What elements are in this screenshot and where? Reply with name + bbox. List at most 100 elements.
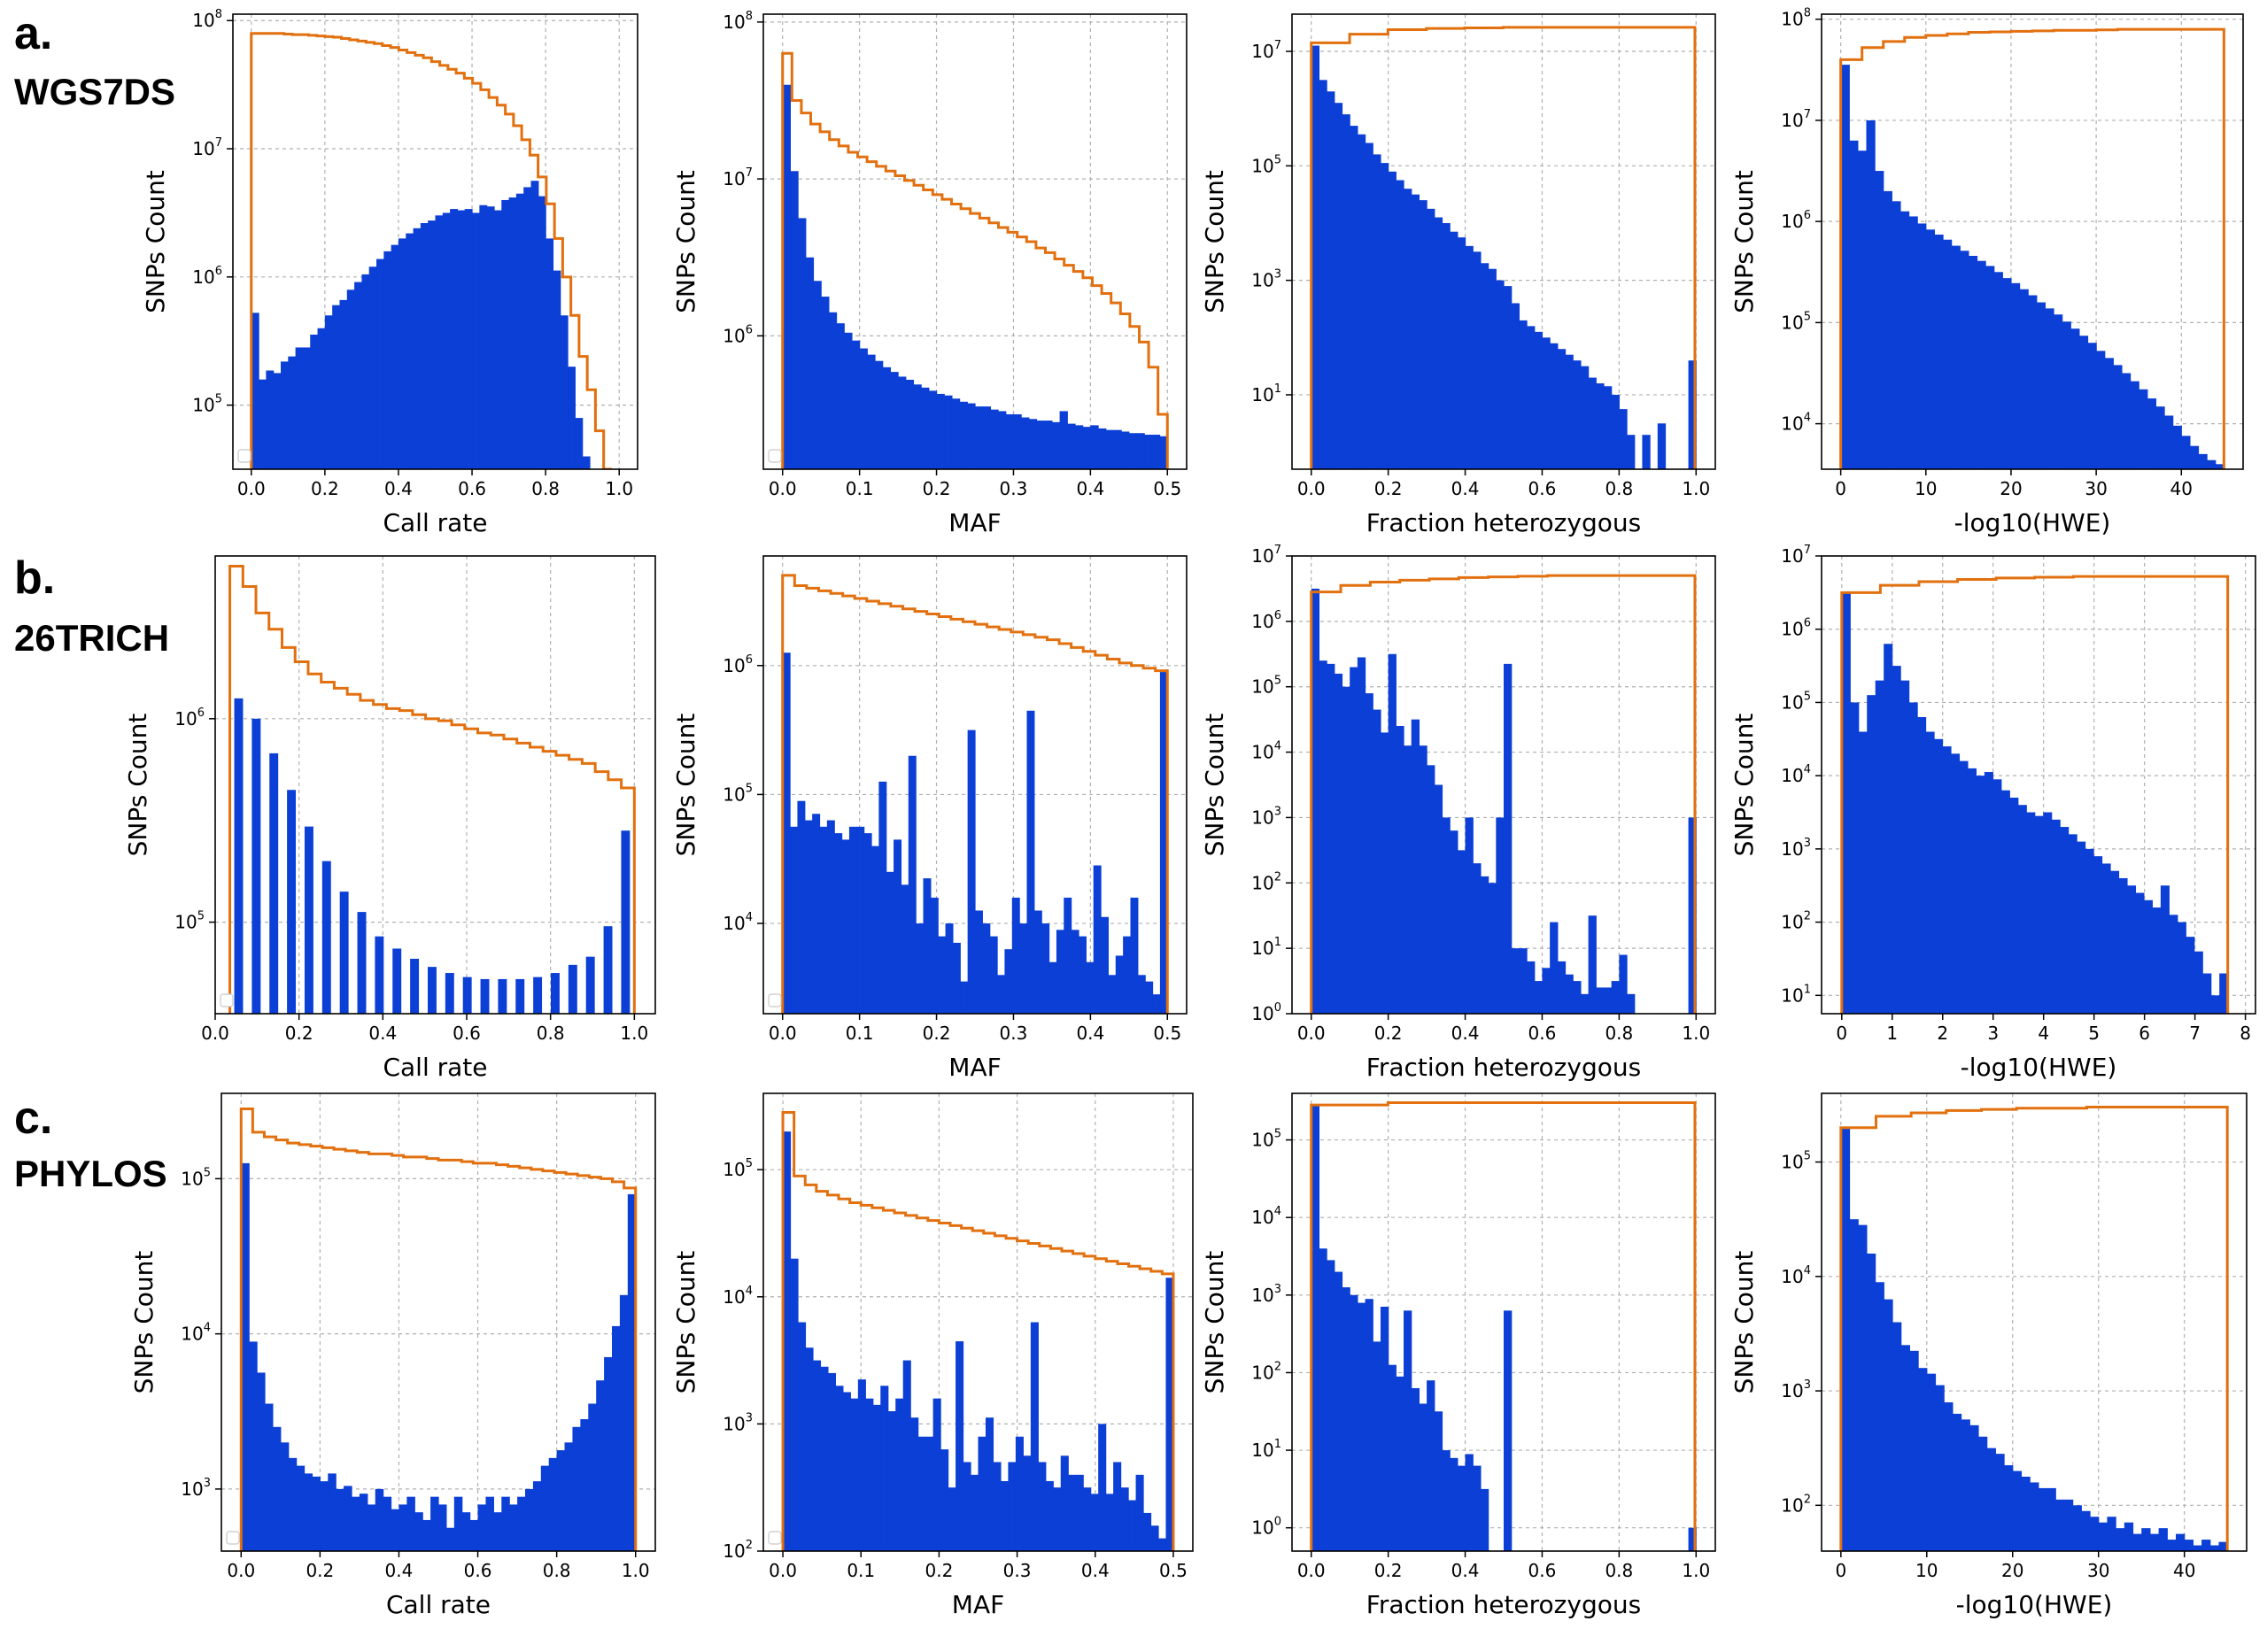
bar xyxy=(1925,731,1935,1014)
bar xyxy=(469,1519,479,1551)
bar xyxy=(1943,239,1953,469)
bar xyxy=(493,1512,502,1551)
bar xyxy=(269,753,279,1014)
x-tick-label: 0.4 xyxy=(368,1023,397,1044)
x-tick-label: 0.6 xyxy=(464,1560,492,1581)
bar xyxy=(1442,1450,1451,1551)
x-axis-label: Fraction heterozygous xyxy=(1366,1590,1641,1619)
bar xyxy=(383,1496,392,1551)
y-tick-label: 104 xyxy=(1781,412,1811,435)
bar xyxy=(1934,235,1944,469)
bar xyxy=(1849,140,1859,469)
bar xyxy=(296,1465,306,1551)
bar xyxy=(1108,975,1117,1014)
bar xyxy=(359,1494,368,1551)
y-axis-label: SNPs Count xyxy=(1729,1251,1759,1394)
bar xyxy=(865,1398,874,1551)
bar xyxy=(1044,421,1053,469)
bar xyxy=(1311,1105,1320,1551)
bar xyxy=(391,1509,400,1551)
y-tick-label: 105 xyxy=(181,1166,211,1189)
bar xyxy=(406,233,414,469)
x-tick-label: 10 xyxy=(1915,1560,1938,1581)
bar xyxy=(1840,1127,1851,1551)
bar xyxy=(453,1496,463,1551)
bar xyxy=(1992,779,2002,1014)
bar xyxy=(1159,436,1168,469)
bar xyxy=(2030,1482,2039,1551)
bar xyxy=(427,967,437,1014)
bar xyxy=(556,1450,566,1551)
bar xyxy=(265,1403,274,1551)
bar xyxy=(978,1436,986,1551)
y-tick-label: 101 xyxy=(1251,382,1281,405)
y-tick-label: 101 xyxy=(1251,1438,1281,1461)
y-axis-label: SNPs Count xyxy=(671,1251,700,1394)
bar xyxy=(582,456,591,469)
bar xyxy=(1550,343,1559,469)
bar xyxy=(1527,961,1536,1014)
bar xyxy=(848,826,857,1014)
cumulative-line xyxy=(239,1108,638,1551)
bar xyxy=(1504,663,1513,1014)
bar xyxy=(1090,425,1099,469)
bar xyxy=(1015,1436,1024,1551)
bar xyxy=(928,390,938,469)
y-axis-label: SNPs Count xyxy=(671,714,700,857)
bar xyxy=(851,340,861,469)
bar xyxy=(1150,1525,1159,1551)
bar xyxy=(1849,1219,1859,1551)
chart-c2: 0.0 0.1 0.2 0.3 0.4 0.5 102 103 104 105 MAF SNPs Co… xyxy=(671,1092,1194,1619)
bar xyxy=(813,281,822,469)
bar xyxy=(2132,1533,2142,1551)
bar xyxy=(820,1366,829,1551)
bar xyxy=(1496,280,1505,469)
bar xyxy=(2121,373,2132,469)
bar xyxy=(1373,709,1381,1014)
bar xyxy=(585,956,595,1014)
bar xyxy=(921,387,930,469)
bar xyxy=(1627,993,1636,1014)
bar xyxy=(867,354,876,469)
bar xyxy=(2189,445,2200,469)
bar xyxy=(477,1504,487,1551)
bar xyxy=(819,826,828,1014)
bar xyxy=(2093,856,2103,1014)
bar xyxy=(2019,289,2029,469)
cumulative-line xyxy=(781,51,1169,469)
bar xyxy=(1580,993,1590,1014)
bar xyxy=(1045,1481,1054,1551)
y-tick-label: 102 xyxy=(723,1539,753,1562)
bar xyxy=(1866,120,1876,469)
bar xyxy=(1619,409,1628,469)
axes-frame xyxy=(1821,555,2256,1015)
bar xyxy=(304,826,313,1014)
bar xyxy=(1534,981,1544,1014)
bar xyxy=(1013,413,1022,469)
x-tick-label: 0.8 xyxy=(1605,1023,1633,1044)
bar xyxy=(1995,1454,2005,1551)
bar xyxy=(882,367,891,469)
x-tick-label: 0.4 xyxy=(384,478,413,499)
y-tick-label: 104 xyxy=(1781,1264,1811,1287)
chart-b2: 0.0 0.1 0.2 0.3 0.4 0.5 104 105 106 MAF SNPs Count xyxy=(671,555,1188,1082)
bar xyxy=(1542,968,1551,1014)
bar xyxy=(1365,693,1373,1014)
y-tick-label: 100 xyxy=(1251,1516,1281,1539)
cumulative-line xyxy=(1310,574,1697,1014)
x-tick-label: 0.0 xyxy=(769,478,797,499)
y-tick-label: 105 xyxy=(1781,690,1811,713)
bar xyxy=(2085,848,2094,1014)
plot-area xyxy=(1840,575,2230,1014)
x-tick-label: 0.2 xyxy=(923,1023,951,1044)
x-tick-label: 7 xyxy=(2189,1023,2201,1044)
bar xyxy=(975,406,984,469)
bar xyxy=(2002,278,2012,469)
bar xyxy=(1311,45,1320,469)
plot-area xyxy=(250,32,612,469)
bar xyxy=(1411,194,1420,469)
bar xyxy=(2210,995,2220,1014)
x-tick-label: 0.2 xyxy=(925,1560,954,1581)
bar xyxy=(798,1322,807,1551)
bar xyxy=(1942,746,1952,1014)
